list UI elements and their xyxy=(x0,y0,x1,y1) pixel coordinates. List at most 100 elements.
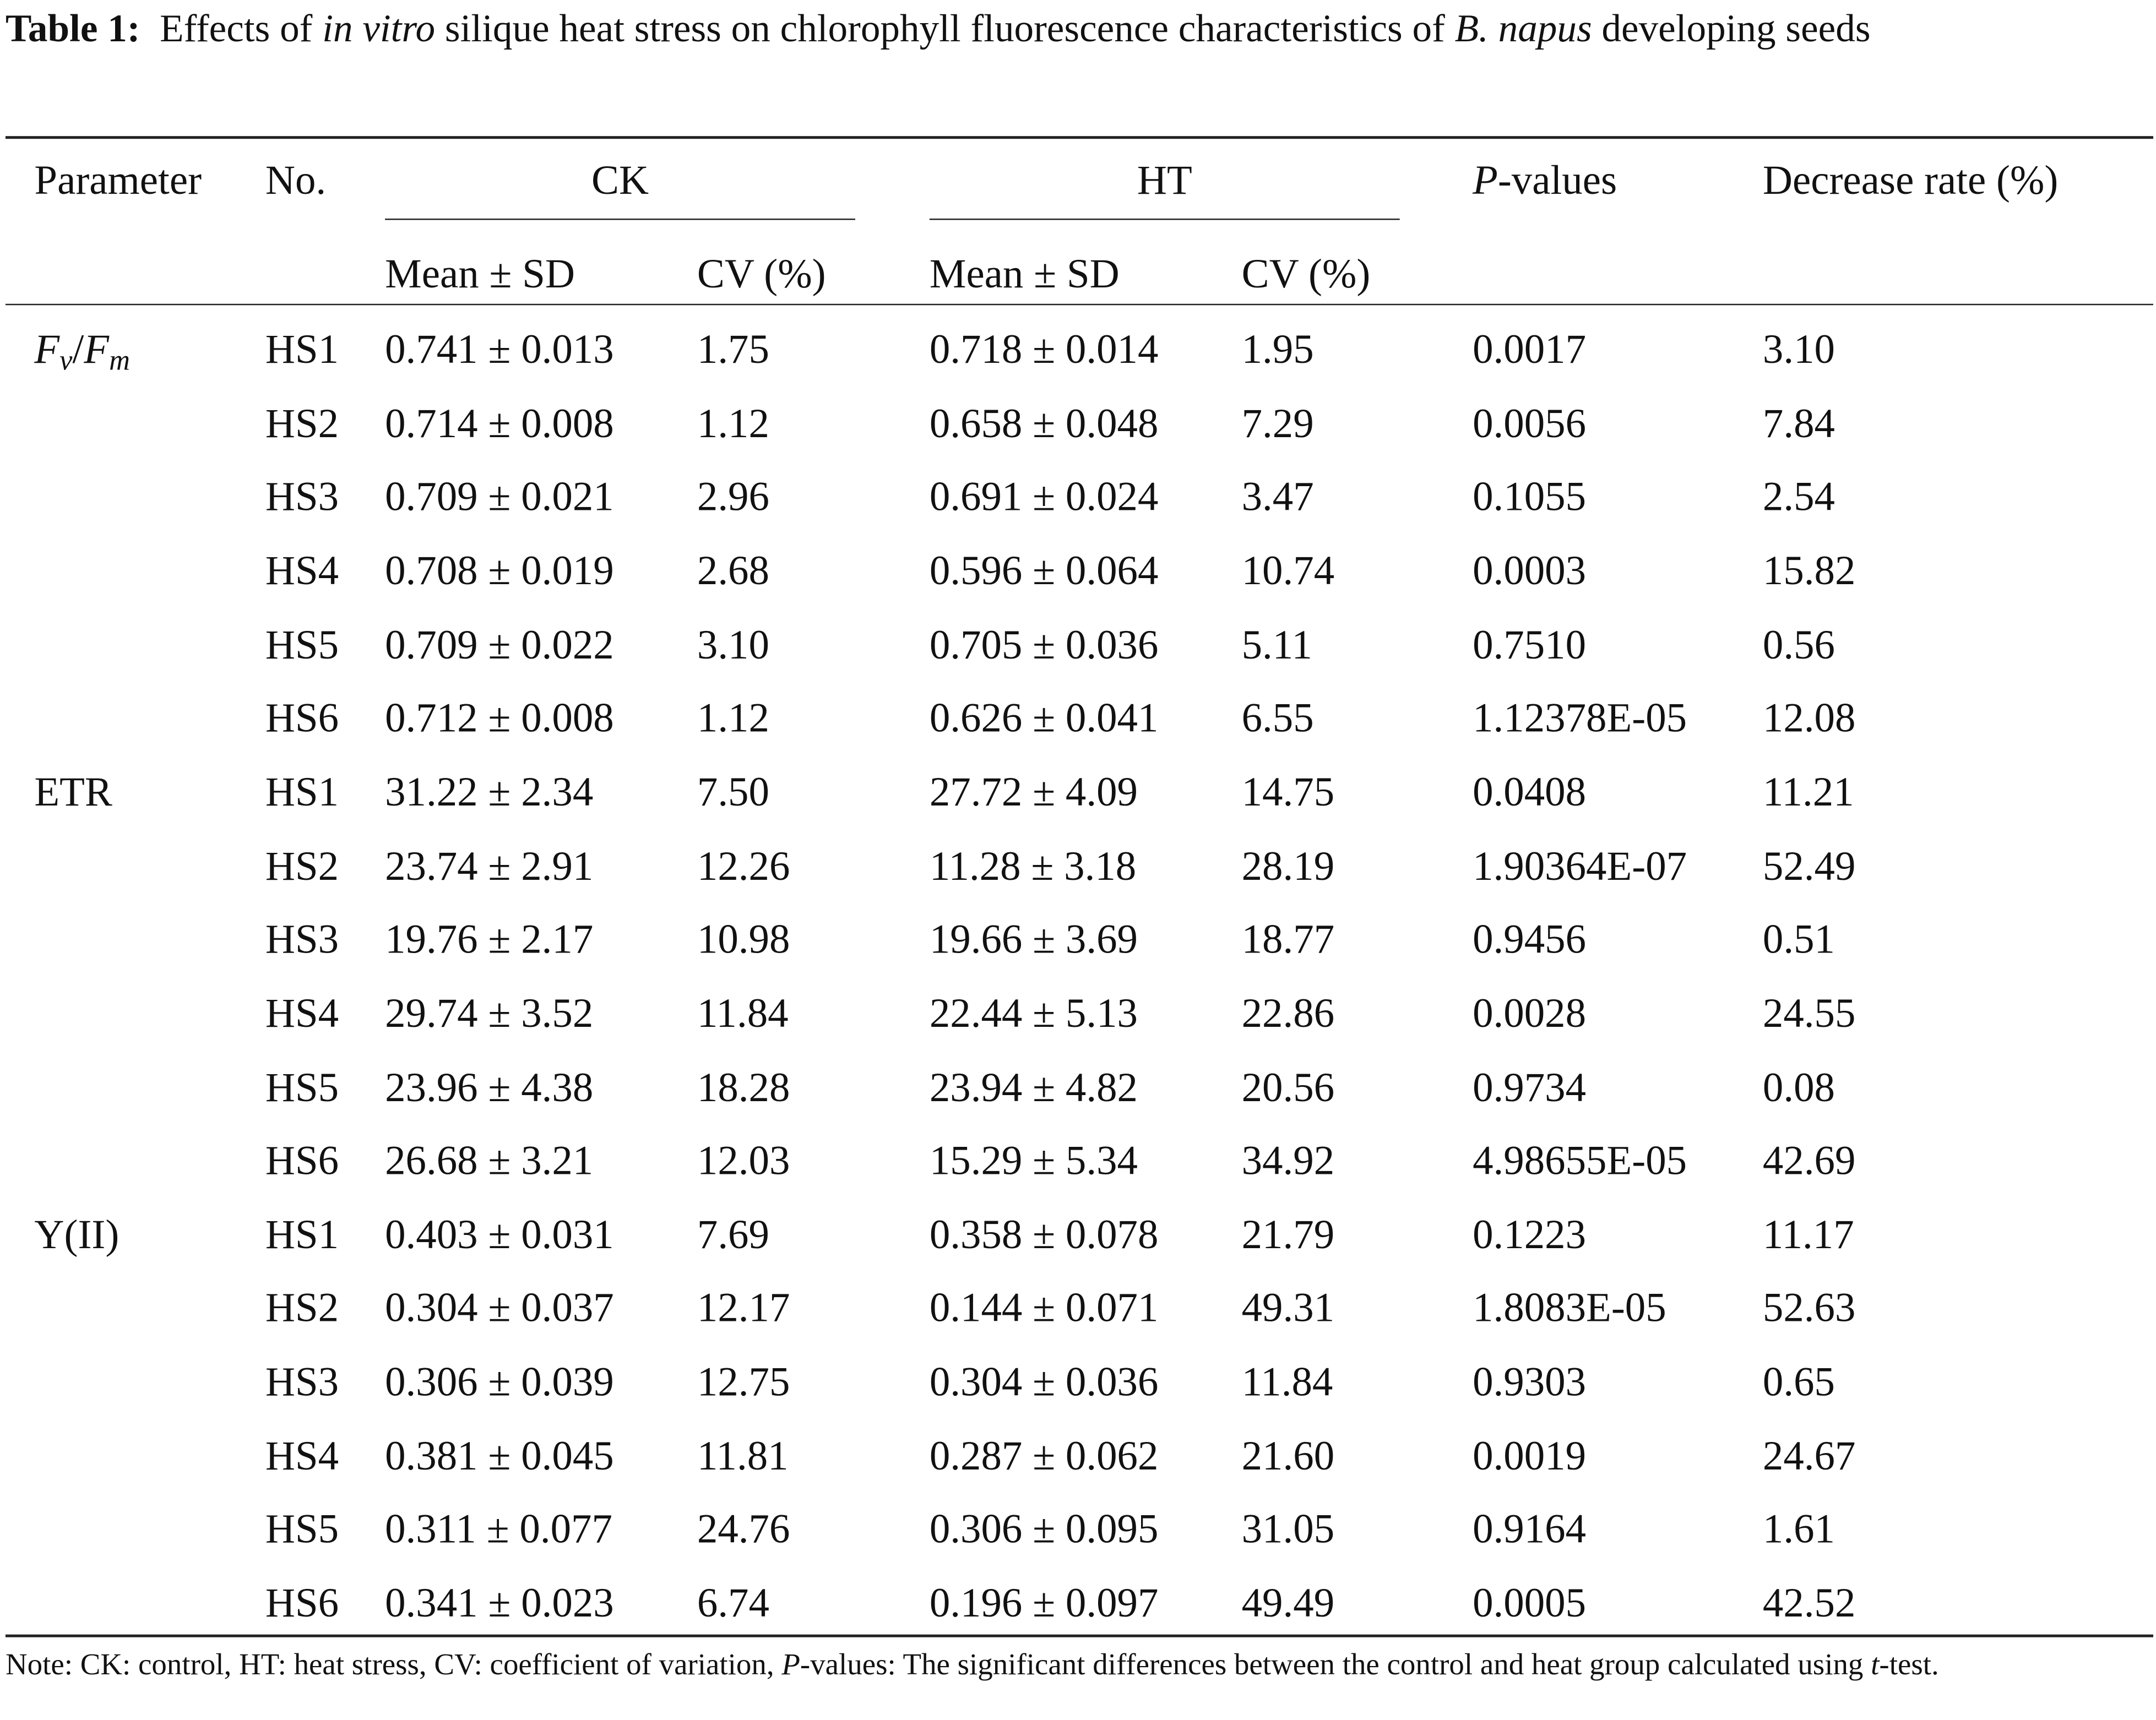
note-italic: t xyxy=(1871,1647,1880,1681)
parameter-part: F xyxy=(34,327,60,373)
table-cell: 29.74 ± 3.52 xyxy=(385,990,594,1037)
header-cell: Mean ± SD xyxy=(385,251,575,297)
note-text: -test. xyxy=(1879,1647,1939,1681)
table-cell: 12.17 xyxy=(697,1286,790,1331)
table-cell: 0.306 ± 0.039 xyxy=(385,1359,614,1405)
table-cell: 11.21 xyxy=(1762,769,1854,815)
table-cell: 0.304 ± 0.036 xyxy=(929,1359,1159,1405)
table-cell: 3.47 xyxy=(1241,475,1314,520)
table-cell: 12.03 xyxy=(697,1138,790,1184)
parameter-part: m xyxy=(109,344,130,377)
table-cell: 0.287 ± 0.062 xyxy=(929,1433,1159,1479)
caption-italic: in vitro xyxy=(322,8,436,51)
note-italic: P xyxy=(781,1647,800,1681)
parameter-cell: Y(II) xyxy=(34,1212,120,1258)
table-cell: 42.69 xyxy=(1762,1138,1856,1184)
header-cell: CK xyxy=(591,158,649,204)
table-cell: HS5 xyxy=(265,1507,339,1553)
table-cell: HS3 xyxy=(265,1359,339,1405)
bottom-rule xyxy=(5,1634,2153,1637)
table-cell: 1.95 xyxy=(1241,327,1314,373)
table-cell: 15.29 ± 5.34 xyxy=(929,1138,1138,1184)
table-cell: 0.0056 xyxy=(1473,401,1587,447)
note-text: -values: The significant differences bet… xyxy=(800,1647,1871,1681)
header-cell: Parameter xyxy=(34,158,202,204)
table-cell: 0.0019 xyxy=(1473,1433,1587,1479)
caption-italic: B. napus xyxy=(1454,8,1592,51)
table-cell: 24.67 xyxy=(1762,1433,1856,1479)
table-cell: HS6 xyxy=(265,1581,339,1626)
table-cell: 21.60 xyxy=(1241,1433,1335,1479)
table-cell: 0.9456 xyxy=(1473,917,1587,963)
table-cell: 2.54 xyxy=(1762,475,1835,520)
table-cell: 0.341 ± 0.023 xyxy=(385,1581,614,1626)
table-cell: HS1 xyxy=(265,769,339,815)
ht-rule xyxy=(929,218,1400,220)
table-cell: 0.709 ± 0.021 xyxy=(385,475,614,520)
table-cell: 14.75 xyxy=(1241,769,1335,815)
table-cell: 12.26 xyxy=(697,843,790,889)
table-cell: 42.52 xyxy=(1762,1581,1856,1626)
table-cell: 0.1223 xyxy=(1473,1212,1587,1258)
table-cell: 23.74 ± 2.91 xyxy=(385,843,594,889)
parameter-cell: Fv/Fm xyxy=(34,326,130,385)
table-cell: HS2 xyxy=(265,843,339,889)
table-cell: HS2 xyxy=(265,1286,339,1331)
table-cell: 0.358 ± 0.078 xyxy=(929,1212,1159,1258)
table-cell: 2.68 xyxy=(697,548,769,594)
table-cell: 0.0028 xyxy=(1473,990,1587,1037)
table-cell: 24.55 xyxy=(1762,990,1856,1037)
table-cell: 6.74 xyxy=(697,1581,769,1626)
table-cell: 7.50 xyxy=(697,769,769,815)
header-text: -values xyxy=(1497,158,1617,204)
table-cell: 34.92 xyxy=(1241,1138,1335,1184)
table-cell: 0.08 xyxy=(1762,1064,1835,1111)
table-cell: 12.08 xyxy=(1762,696,1856,742)
table-cell: 0.7510 xyxy=(1473,622,1587,668)
parameter-cell: ETR xyxy=(34,769,112,815)
caption-text: Effects of xyxy=(160,8,323,51)
table-cell: HS4 xyxy=(265,1433,339,1479)
caption-text: developing seeds xyxy=(1592,8,1871,51)
table-cell: 1.12 xyxy=(697,401,769,447)
table-cell: 0.9734 xyxy=(1473,1064,1587,1111)
table-cell: 0.0017 xyxy=(1473,327,1587,373)
table-cell: HS1 xyxy=(265,327,339,373)
parameter-part: / xyxy=(72,327,84,373)
table-cell: 11.28 ± 3.18 xyxy=(929,843,1137,889)
table-cell: 0.403 ± 0.031 xyxy=(385,1212,614,1258)
note-text: Note: CK: control, HT: heat stress, CV: … xyxy=(5,1647,782,1681)
table-cell: 0.144 ± 0.071 xyxy=(929,1286,1159,1331)
table-cell: 0.712 ± 0.008 xyxy=(385,696,614,742)
table-cell: 0.718 ± 0.014 xyxy=(929,327,1159,373)
table-cell: 3.10 xyxy=(1762,327,1835,373)
table-cell: 1.12378E-05 xyxy=(1473,696,1687,742)
table-cell: HS2 xyxy=(265,401,339,447)
table-cell: 22.86 xyxy=(1241,990,1335,1037)
table-cell: 0.304 ± 0.037 xyxy=(385,1286,614,1331)
table-cell: 0.741 ± 0.013 xyxy=(385,327,614,373)
table-cell: HS4 xyxy=(265,990,339,1037)
table-cell: HS1 xyxy=(265,1212,339,1258)
table-cell: HS6 xyxy=(265,696,339,742)
table-cell: 0.691 ± 0.024 xyxy=(929,475,1159,520)
table-cell: 27.72 ± 4.09 xyxy=(929,769,1138,815)
table-cell: 22.44 ± 5.13 xyxy=(929,990,1138,1037)
table-cell: 7.29 xyxy=(1241,401,1314,447)
table-cell: 5.11 xyxy=(1241,622,1312,668)
table-cell: 2.96 xyxy=(697,475,769,520)
table-cell: 0.306 ± 0.095 xyxy=(929,1507,1159,1553)
table-cell: 52.63 xyxy=(1762,1286,1856,1331)
table-cell: 1.75 xyxy=(697,327,769,373)
table-cell: 15.82 xyxy=(1762,548,1856,594)
table-cell: HS3 xyxy=(265,917,339,963)
table-cell: HS6 xyxy=(265,1138,339,1184)
table-cell: HS5 xyxy=(265,1064,339,1111)
table-cell: 4.98655E-05 xyxy=(1473,1138,1687,1184)
header-cell: Mean ± SD xyxy=(929,251,1120,297)
table-cell: 11.84 xyxy=(1241,1359,1333,1405)
table-cell: 28.19 xyxy=(1241,843,1335,889)
table-cell: 19.76 ± 2.17 xyxy=(385,917,594,963)
table-cell: 0.0005 xyxy=(1473,1581,1587,1626)
table-cell: 0.311 ± 0.077 xyxy=(385,1507,612,1553)
